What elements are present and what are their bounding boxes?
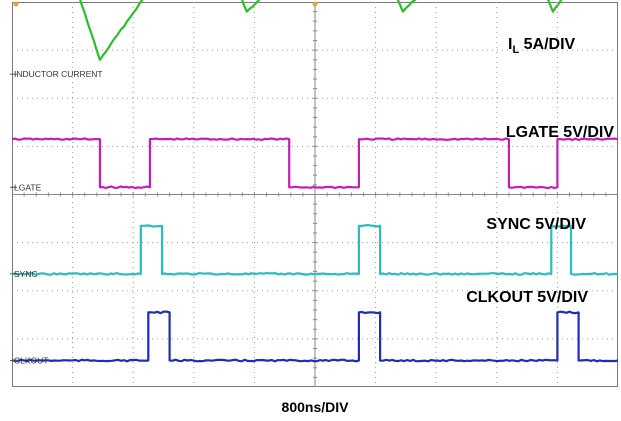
grid — [12, 2, 618, 387]
trigger-marker-center — [312, 1, 318, 7]
trace-clkout — [11, 310, 619, 363]
channel-label-lgate: LGATE — [14, 182, 42, 192]
x-axis-label: 800ns/DIV — [282, 399, 350, 415]
channel-label-clkout: CLKOUT — [14, 356, 48, 366]
trace-lgate — [11, 137, 619, 190]
scale-label-lgate: LGATE 5V/DIV — [506, 124, 614, 141]
traces — [10, 0, 619, 363]
trace-inductor-current — [12, 0, 563, 61]
scale-label-inductor-current-rest: 5A/DIV — [519, 36, 575, 53]
scale-label-inductor-current-sub: L — [512, 44, 519, 56]
scale-labels: IL 5A/DIV LGATE 5V/DIV SYNC 5V/DIV CLKOU… — [466, 36, 614, 306]
channel-labels: INDUCTOR CURRENT LGATE SYNC CLKOUT — [14, 69, 103, 365]
scale-label-inductor-current: IL 5A/DIV — [508, 36, 576, 56]
channel-label-inductor-current: INDUCTOR CURRENT — [14, 69, 103, 79]
scale-label-inductor-current-main: I — [508, 36, 512, 53]
channel-label-sync: SYNC — [14, 269, 38, 279]
scale-label-sync: SYNC 5V/DIV — [486, 216, 586, 233]
trace-sync — [11, 224, 619, 276]
trigger-marker-left — [13, 1, 19, 7]
scale-label-clkout: CLKOUT 5V/DIV — [466, 289, 588, 306]
